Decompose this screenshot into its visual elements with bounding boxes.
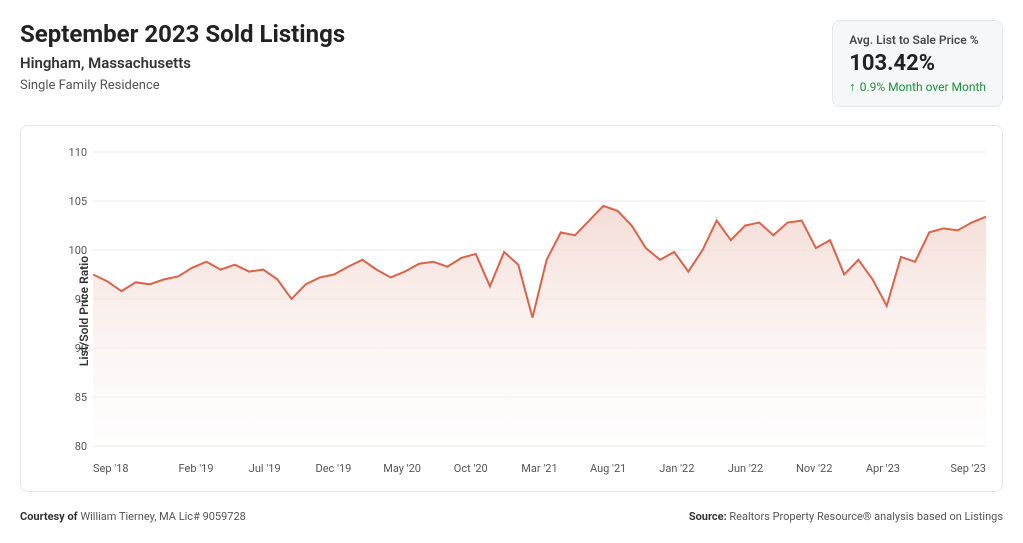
x-axis-ticks: Sep '18Feb '19Jul '19Dec '19May '20Oct '…	[93, 462, 986, 475]
footer: Courtesy of William Tierney, MA Lic# 905…	[20, 510, 1003, 523]
svg-text:110: 110	[69, 146, 88, 159]
courtesy-value: William Tierney, MA Lic# 9059728	[80, 510, 246, 523]
x-tick-label: Nov '22	[780, 462, 849, 475]
x-tick-label: Sep '23	[917, 462, 986, 475]
x-tick-label: May '20	[368, 462, 437, 475]
x-tick-label: Jun '22	[711, 462, 780, 475]
x-tick-label: Apr '23	[849, 462, 918, 475]
ylabel-wrap: List/Sold Price Ratio	[29, 146, 51, 475]
source-value: Realtors Property Resource® analysis bas…	[729, 510, 1003, 523]
x-tick-label: Sep '18	[93, 462, 162, 475]
stat-card: Avg. List to Sale Price % 103.42% ↑ 0.9%…	[832, 20, 1003, 107]
header-row: September 2023 Sold Listings Hingham, Ma…	[20, 20, 1003, 107]
x-tick-label: Oct '20	[436, 462, 505, 475]
arrow-up-icon: ↑	[849, 81, 856, 94]
chart-wrap: List/Sold Price Ratio 80859095100105110 …	[29, 146, 994, 475]
footer-source: Source: Realtors Property Resource® anal…	[689, 510, 1003, 523]
location-subtitle: Hingham, Massachusetts	[20, 54, 832, 72]
svg-text:85: 85	[75, 391, 87, 404]
x-tick-label: Aug '21	[574, 462, 643, 475]
page-title: September 2023 Sold Listings	[20, 20, 832, 48]
header-left: September 2023 Sold Listings Hingham, Ma…	[20, 20, 832, 93]
courtesy-label: Courtesy of	[20, 510, 78, 523]
svg-text:80: 80	[75, 440, 87, 453]
property-type: Single Family Residence	[20, 78, 832, 93]
x-tick-label: Jan '22	[643, 462, 712, 475]
x-tick-label: Mar '21	[505, 462, 574, 475]
stat-value: 103.42%	[849, 51, 986, 76]
chart-card: List/Sold Price Ratio 80859095100105110 …	[20, 125, 1003, 492]
x-tick-label: Jul '19	[230, 462, 299, 475]
stat-label: Avg. List to Sale Price %	[849, 33, 986, 47]
plot-column: 80859095100105110 Sep '18Feb '19Jul '19D…	[51, 146, 994, 475]
svg-text:105: 105	[69, 195, 88, 208]
y-axis-label: List/Sold Price Ratio	[77, 255, 91, 365]
x-tick-label: Feb '19	[162, 462, 231, 475]
source-label: Source:	[689, 510, 727, 523]
stat-change-text: 0.9% Month over Month	[860, 80, 986, 94]
stat-change: ↑ 0.9% Month over Month	[849, 80, 986, 94]
footer-courtesy: Courtesy of William Tierney, MA Lic# 905…	[20, 510, 246, 523]
x-tick-label: Dec '19	[299, 462, 368, 475]
chart-svg: 80859095100105110	[51, 146, 994, 456]
